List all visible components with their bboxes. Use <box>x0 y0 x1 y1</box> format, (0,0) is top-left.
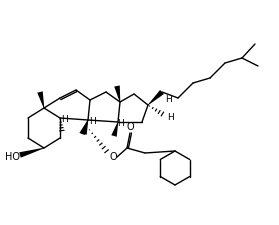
Polygon shape <box>19 148 44 158</box>
Polygon shape <box>111 122 118 137</box>
Polygon shape <box>148 90 164 105</box>
Text: H: H <box>89 117 95 126</box>
Polygon shape <box>81 120 88 135</box>
Text: O: O <box>126 122 134 132</box>
Polygon shape <box>80 120 88 135</box>
Text: H: H <box>118 119 124 128</box>
Text: H: H <box>167 112 173 122</box>
Text: O: O <box>109 152 117 162</box>
Polygon shape <box>114 86 120 102</box>
Text: H: H <box>61 115 67 124</box>
Polygon shape <box>37 91 44 108</box>
Text: HO: HO <box>4 152 20 162</box>
Text: H: H <box>165 95 171 104</box>
